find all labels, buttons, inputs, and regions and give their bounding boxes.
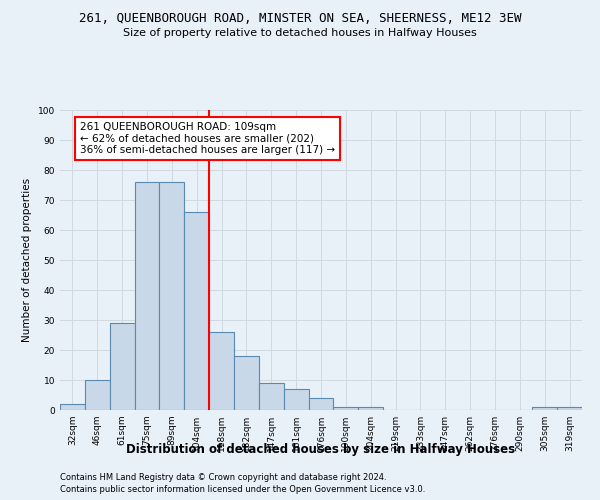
Bar bbox=[358, 407, 383, 410]
Bar bbox=[184, 212, 209, 410]
Text: Contains public sector information licensed under the Open Government Licence v3: Contains public sector information licen… bbox=[60, 485, 425, 494]
Bar bbox=[334, 407, 358, 410]
Bar bbox=[259, 383, 284, 410]
Bar bbox=[85, 380, 110, 410]
Bar bbox=[209, 332, 234, 410]
Text: 261 QUEENBOROUGH ROAD: 109sqm
← 62% of detached houses are smaller (202)
36% of : 261 QUEENBOROUGH ROAD: 109sqm ← 62% of d… bbox=[80, 122, 335, 155]
Text: Size of property relative to detached houses in Halfway Houses: Size of property relative to detached ho… bbox=[123, 28, 477, 38]
Text: Distribution of detached houses by size in Halfway Houses: Distribution of detached houses by size … bbox=[127, 442, 515, 456]
Bar bbox=[557, 407, 582, 410]
Y-axis label: Number of detached properties: Number of detached properties bbox=[22, 178, 32, 342]
Bar bbox=[160, 182, 184, 410]
Text: 261, QUEENBOROUGH ROAD, MINSTER ON SEA, SHEERNESS, ME12 3EW: 261, QUEENBOROUGH ROAD, MINSTER ON SEA, … bbox=[79, 12, 521, 26]
Bar bbox=[284, 389, 308, 410]
Text: Contains HM Land Registry data © Crown copyright and database right 2024.: Contains HM Land Registry data © Crown c… bbox=[60, 472, 386, 482]
Bar bbox=[110, 323, 134, 410]
Bar bbox=[234, 356, 259, 410]
Bar bbox=[308, 398, 334, 410]
Bar bbox=[60, 404, 85, 410]
Bar bbox=[532, 407, 557, 410]
Bar bbox=[134, 182, 160, 410]
